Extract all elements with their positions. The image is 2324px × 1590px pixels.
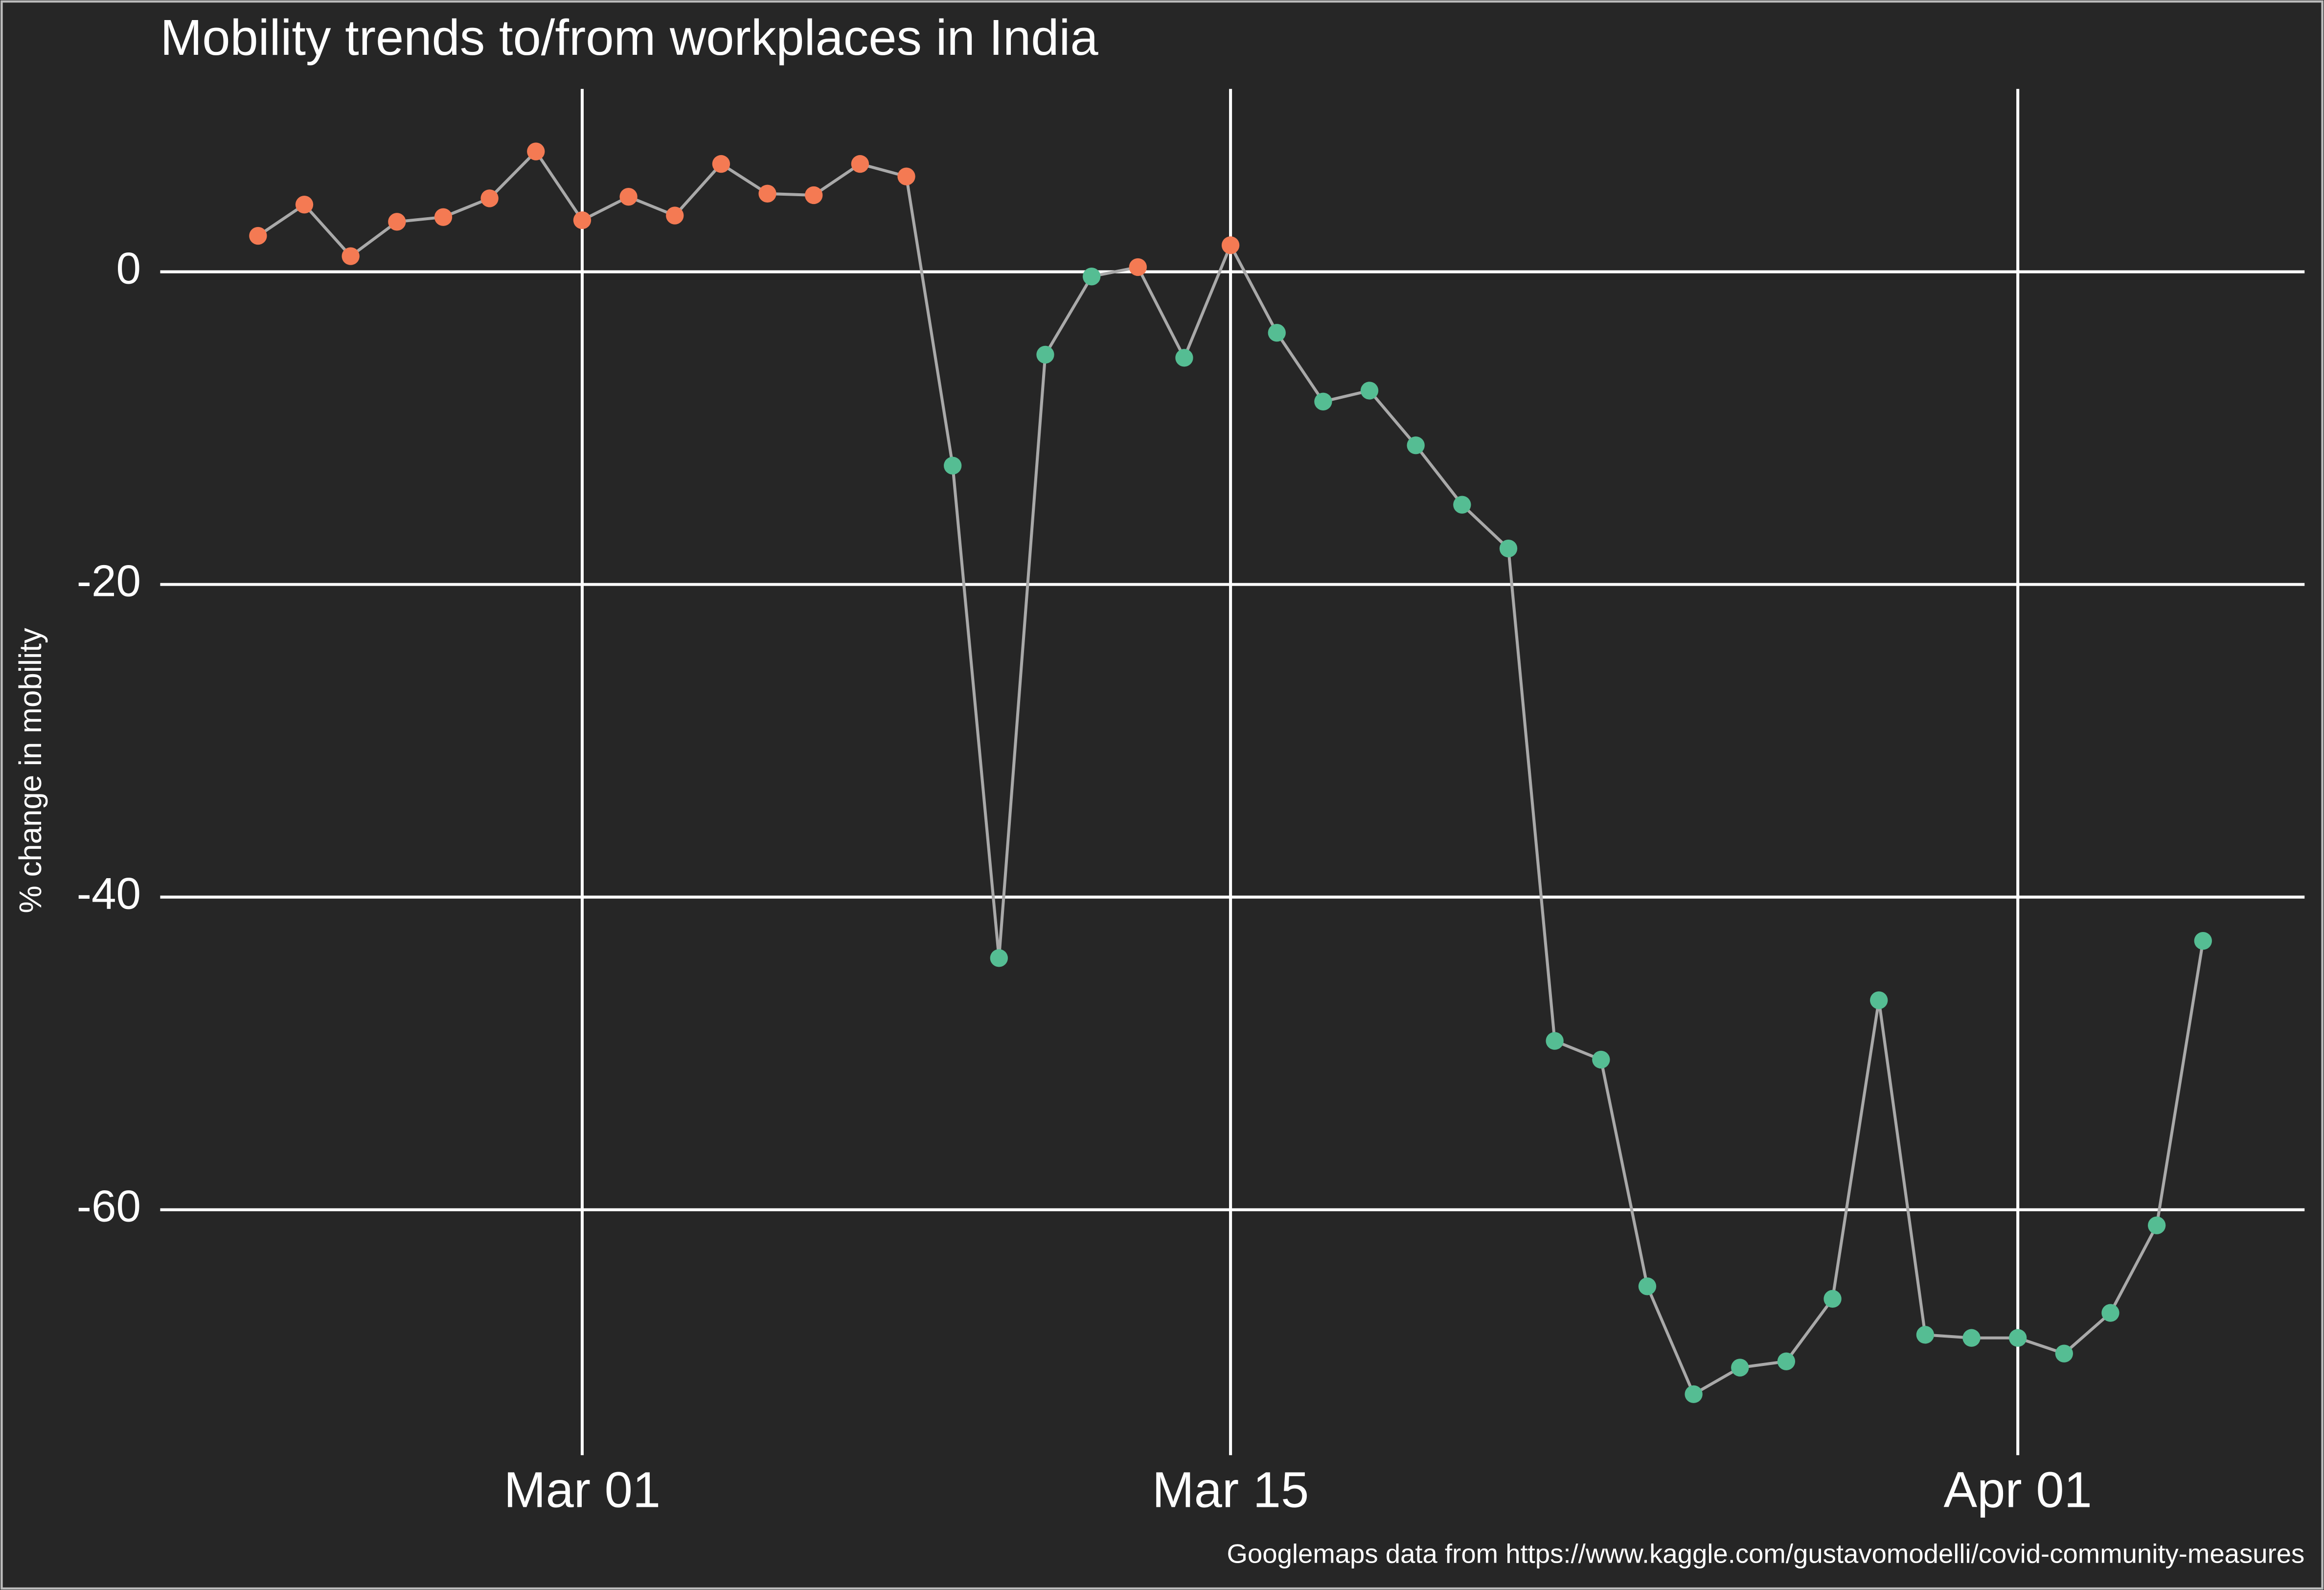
y-tick-label: -20 xyxy=(77,557,141,606)
point xyxy=(1731,1359,1749,1377)
point xyxy=(573,211,592,229)
point xyxy=(990,949,1008,967)
point xyxy=(342,247,360,265)
point xyxy=(1638,1277,1657,1295)
point xyxy=(1221,236,1240,254)
point xyxy=(1036,345,1054,364)
point xyxy=(2055,1344,2073,1363)
point xyxy=(527,142,545,160)
point xyxy=(1360,382,1379,400)
point xyxy=(2147,1216,2166,1234)
y-tick-label: 0 xyxy=(116,244,141,294)
point xyxy=(1546,1032,1564,1050)
point xyxy=(897,167,915,185)
point xyxy=(1916,1326,1935,1344)
point xyxy=(1823,1290,1842,1308)
point xyxy=(1962,1329,1981,1347)
point xyxy=(1870,991,1888,1009)
point xyxy=(666,206,684,225)
point xyxy=(1082,267,1101,286)
y-tick-label: -60 xyxy=(77,1182,141,1231)
point xyxy=(2194,931,2212,950)
x-tick-label: Mar 01 xyxy=(504,1461,661,1518)
point xyxy=(1499,539,1518,558)
point xyxy=(1268,324,1286,342)
point xyxy=(1592,1050,1610,1069)
point xyxy=(2009,1329,2027,1347)
point xyxy=(851,155,869,173)
point xyxy=(1685,1385,1703,1403)
chart-title: Mobility trends to/from workplaces in In… xyxy=(160,9,1098,66)
point xyxy=(295,196,314,214)
point xyxy=(1453,496,1471,514)
point xyxy=(805,186,823,204)
point xyxy=(1175,349,1193,367)
point xyxy=(1314,392,1332,410)
point xyxy=(480,189,499,207)
point xyxy=(249,227,267,245)
point xyxy=(2101,1304,2119,1322)
point xyxy=(712,155,730,173)
point xyxy=(388,213,406,231)
point xyxy=(1407,436,1425,454)
point xyxy=(619,188,638,206)
x-tick-label: Apr 01 xyxy=(1943,1461,2092,1518)
point xyxy=(1129,258,1147,276)
x-tick-label: Mar 15 xyxy=(1152,1461,1309,1518)
y-axis-label: % change in mobility xyxy=(13,628,48,913)
point xyxy=(943,456,962,475)
y-tick-label: -40 xyxy=(77,869,141,919)
point xyxy=(758,184,776,203)
point xyxy=(434,208,453,226)
point xyxy=(1777,1352,1796,1370)
caption: Googlemaps data from https://www.kaggle.… xyxy=(1227,1539,2305,1569)
